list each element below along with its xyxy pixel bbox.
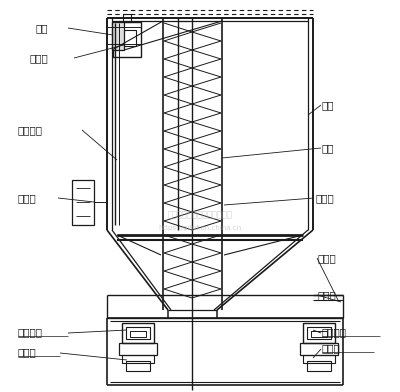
Text: 下带轮: 下带轮 xyxy=(18,347,37,357)
Bar xyxy=(119,343,157,355)
Bar xyxy=(303,323,335,343)
Bar xyxy=(123,14,131,22)
Bar xyxy=(307,361,331,371)
Text: 机体: 机体 xyxy=(322,100,334,110)
Text: 下轴承室: 下轴承室 xyxy=(18,327,43,337)
Bar xyxy=(300,343,338,355)
Text: 调节螺丝: 调节螺丝 xyxy=(18,125,43,135)
Text: 小葫芦: 小葫芦 xyxy=(18,193,37,203)
Text: 付料斗: 付料斗 xyxy=(318,253,337,263)
Bar xyxy=(72,180,94,225)
Bar xyxy=(113,22,141,57)
Bar xyxy=(311,331,327,337)
Text: 上带轮: 上带轮 xyxy=(30,53,49,63)
Bar xyxy=(118,30,136,46)
Text: 芯筒: 芯筒 xyxy=(322,143,334,153)
Text: 拨料叶: 拨料叶 xyxy=(318,290,337,300)
Text: 小带轮: 小带轮 xyxy=(322,343,341,353)
Text: 电机: 电机 xyxy=(35,23,48,33)
Text: 东莞市奔凡通用机械有限公司: 东莞市奔凡通用机械有限公司 xyxy=(168,211,232,220)
Text: 绞龙叶: 绞龙叶 xyxy=(315,193,334,203)
Bar xyxy=(122,323,154,343)
Text: 小轴承室: 小轴承室 xyxy=(322,327,347,337)
Bar xyxy=(112,22,124,50)
Bar xyxy=(122,355,154,363)
Bar xyxy=(126,327,150,339)
Bar xyxy=(130,331,146,337)
Bar xyxy=(307,327,331,339)
Bar xyxy=(303,355,335,363)
Bar xyxy=(126,361,150,371)
Text: https://gdpf.en.china.cn: https://gdpf.en.china.cn xyxy=(158,225,242,231)
